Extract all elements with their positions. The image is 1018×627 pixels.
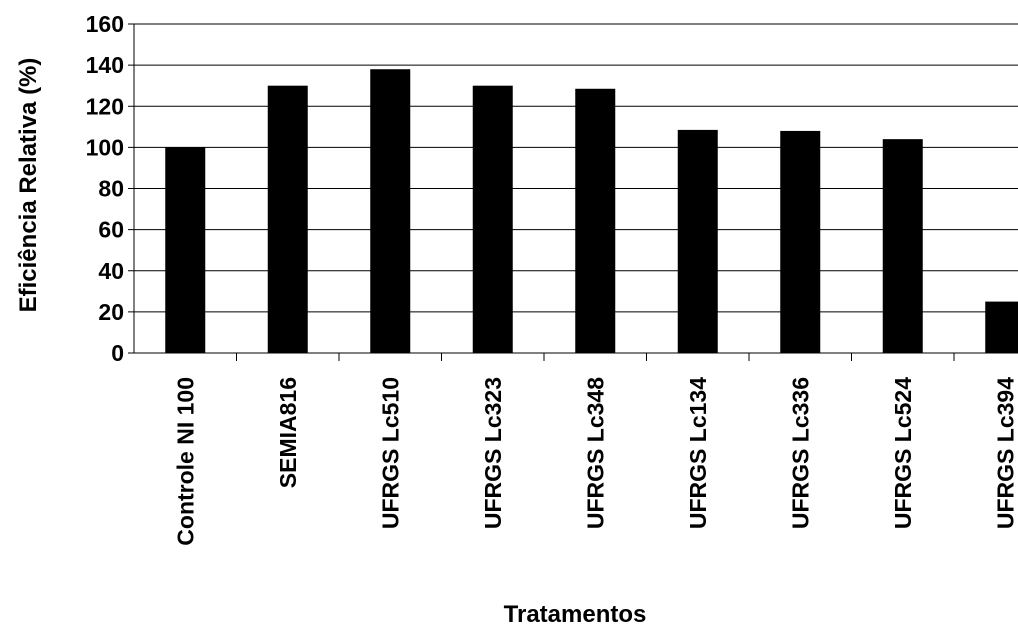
y-tick-label: 20	[98, 299, 124, 325]
bar	[882, 139, 923, 353]
x-tick-label: UFRGS Lc510	[377, 377, 403, 529]
bar	[780, 130, 821, 353]
y-tick-label: 120	[86, 93, 124, 119]
bar	[472, 85, 513, 353]
x-tick-label: UFRGS Lc134	[685, 377, 711, 529]
bar	[575, 88, 616, 353]
x-tick-labels: Controle NI 100 SEMIA816 UFRGS Lc510 UFRGS …	[172, 377, 1018, 546]
bar	[370, 69, 411, 354]
y-tick-label: 100	[86, 134, 124, 160]
y-tick-label: 60	[98, 217, 124, 243]
x-axis-title: Tratamentos	[504, 601, 647, 627]
x-tick-label: UFRGS Lc323	[480, 377, 506, 529]
axes	[128, 23, 1018, 361]
bar	[267, 85, 308, 353]
x-tick-label: Controle NI 100	[172, 377, 198, 546]
y-axis-title: Eficiência Relativa (%)	[15, 58, 42, 313]
bars	[165, 69, 1018, 354]
bar	[677, 129, 718, 353]
x-tick-label: UFRGS Lc524	[890, 377, 916, 529]
y-tick-label: 140	[86, 52, 124, 78]
x-tick-label: UFRGS Lc336	[787, 377, 813, 529]
y-tick-labels: 0 20 40 60 80 100 120 140 160	[86, 11, 124, 366]
y-tick-label: 40	[98, 258, 124, 284]
y-tick-label: 160	[86, 11, 124, 37]
x-tick-label: UFRGS Lc394	[992, 377, 1018, 529]
y-tick-label: 80	[98, 176, 124, 202]
x-tick-label: SEMIA816	[275, 377, 301, 488]
bar	[985, 301, 1018, 353]
y-tick-label: 0	[111, 340, 124, 366]
bar	[165, 147, 206, 353]
x-tick-label: UFRGS Lc348	[582, 377, 608, 529]
